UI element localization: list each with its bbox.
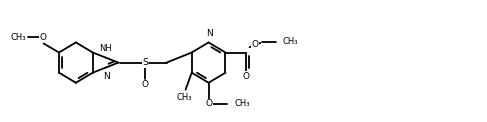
Text: O: O [142, 80, 149, 89]
Text: N: N [103, 72, 110, 81]
Text: CH₃: CH₃ [177, 93, 192, 102]
Text: O: O [252, 40, 259, 49]
Text: CH₃: CH₃ [234, 99, 250, 108]
Text: NH: NH [99, 44, 112, 52]
Text: N: N [206, 29, 212, 38]
Text: CH₃: CH₃ [11, 33, 26, 42]
Text: CH₃: CH₃ [283, 37, 299, 46]
Text: O: O [39, 33, 47, 42]
Text: S: S [142, 58, 148, 67]
Text: O: O [205, 99, 212, 108]
Text: O: O [243, 72, 250, 81]
